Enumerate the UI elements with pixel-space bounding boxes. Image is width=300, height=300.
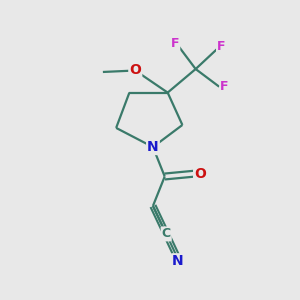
Text: O: O xyxy=(194,167,206,181)
Text: F: F xyxy=(217,40,226,53)
Text: C: C xyxy=(162,227,171,240)
Text: F: F xyxy=(220,80,229,93)
Text: F: F xyxy=(171,38,179,50)
Text: N: N xyxy=(172,254,184,268)
Text: N: N xyxy=(147,140,159,154)
Text: O: O xyxy=(129,64,141,77)
